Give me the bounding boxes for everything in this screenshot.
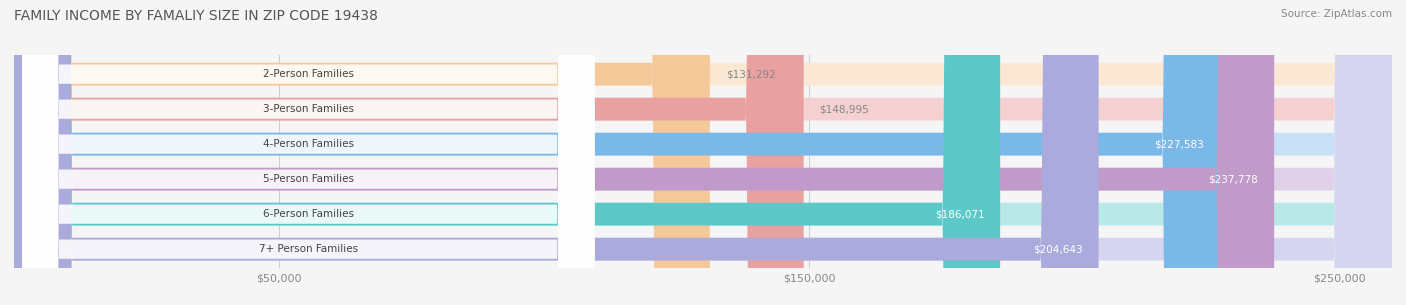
FancyBboxPatch shape — [14, 0, 1098, 305]
FancyBboxPatch shape — [14, 0, 1392, 305]
FancyBboxPatch shape — [14, 0, 1392, 305]
FancyBboxPatch shape — [14, 0, 1392, 305]
FancyBboxPatch shape — [14, 0, 1274, 305]
Text: $237,778: $237,778 — [1209, 174, 1258, 184]
Text: 3-Person Families: 3-Person Families — [263, 104, 354, 114]
FancyBboxPatch shape — [22, 0, 595, 305]
Text: 5-Person Families: 5-Person Families — [263, 174, 354, 184]
Text: $131,292: $131,292 — [725, 69, 776, 79]
FancyBboxPatch shape — [14, 0, 804, 305]
FancyBboxPatch shape — [14, 0, 1392, 305]
FancyBboxPatch shape — [14, 0, 1392, 305]
Text: $204,643: $204,643 — [1033, 244, 1083, 254]
FancyBboxPatch shape — [14, 0, 1220, 305]
Text: 7+ Person Families: 7+ Person Families — [259, 244, 357, 254]
Text: FAMILY INCOME BY FAMALIY SIZE IN ZIP CODE 19438: FAMILY INCOME BY FAMALIY SIZE IN ZIP COD… — [14, 9, 378, 23]
Text: 6-Person Families: 6-Person Families — [263, 209, 354, 219]
Text: Source: ZipAtlas.com: Source: ZipAtlas.com — [1281, 9, 1392, 19]
FancyBboxPatch shape — [22, 0, 595, 305]
Text: $227,583: $227,583 — [1154, 139, 1205, 149]
FancyBboxPatch shape — [14, 0, 1000, 305]
Text: 2-Person Families: 2-Person Families — [263, 69, 354, 79]
FancyBboxPatch shape — [14, 0, 710, 305]
FancyBboxPatch shape — [22, 0, 595, 305]
FancyBboxPatch shape — [22, 0, 595, 305]
Text: $186,071: $186,071 — [935, 209, 984, 219]
FancyBboxPatch shape — [14, 0, 1392, 305]
Text: 4-Person Families: 4-Person Families — [263, 139, 354, 149]
FancyBboxPatch shape — [22, 0, 595, 305]
FancyBboxPatch shape — [22, 0, 595, 305]
Text: $148,995: $148,995 — [820, 104, 869, 114]
